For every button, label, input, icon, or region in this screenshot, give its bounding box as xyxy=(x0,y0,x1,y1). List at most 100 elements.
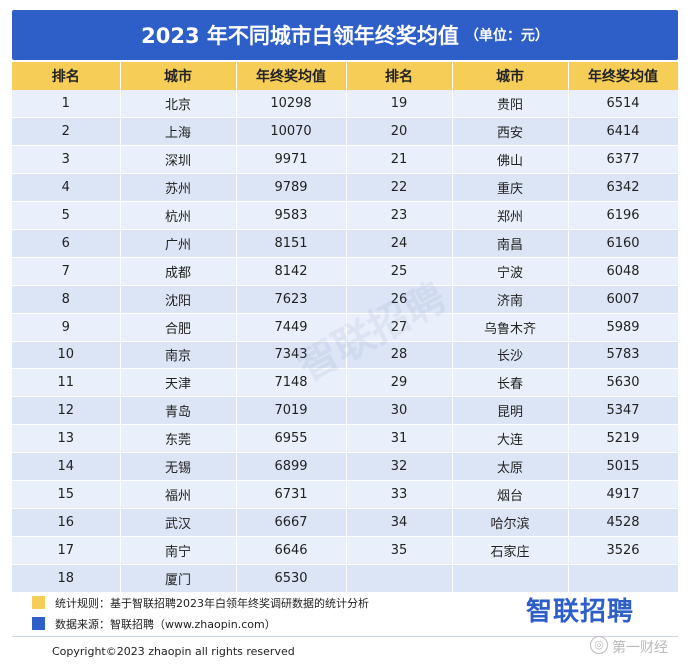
rank-cell: 6 xyxy=(12,229,121,258)
value-cell: 6899 xyxy=(236,452,347,481)
value-cell: 7623 xyxy=(236,285,347,314)
value-cell: 3526 xyxy=(568,536,679,565)
city-cell: 太原 xyxy=(452,452,569,481)
zhaopin-logo: 智联招聘 xyxy=(526,597,635,627)
header-rank: 排名 xyxy=(12,62,121,90)
value-cell: 4917 xyxy=(568,480,679,509)
rank-cell: 14 xyxy=(12,452,121,481)
rank-cell: 8 xyxy=(12,285,121,314)
value-cell: 5219 xyxy=(568,424,679,454)
city-cell: 杭州 xyxy=(120,201,237,230)
table-row: 15 福州 6731 33 烟台 4917 xyxy=(12,480,679,509)
rank-cell: 24 xyxy=(346,229,453,258)
note-source: 数据来源：智联招聘（www.zhaopin.com） xyxy=(32,613,369,634)
city-cell: 东莞 xyxy=(120,424,237,454)
value-cell: 6731 xyxy=(236,480,347,509)
title-bar: 2023 年不同城市白领年终奖均值 （单位：元） xyxy=(12,10,678,60)
value-cell: 6160 xyxy=(568,229,679,258)
rank-cell: 19 xyxy=(346,90,453,119)
value-cell: 9971 xyxy=(236,145,347,175)
city-cell: 宁波 xyxy=(452,257,569,286)
value-cell: 4528 xyxy=(568,508,679,537)
weibo-icon: ◎ xyxy=(590,636,608,654)
value-cell: 6530 xyxy=(236,564,347,593)
city-cell: 大连 xyxy=(452,424,569,454)
table-row: 7 成都 8142 25 宁波 6048 xyxy=(12,257,679,286)
city-cell: 石家庄 xyxy=(452,536,569,565)
rank-cell: 4 xyxy=(12,173,121,203)
rank-cell: 21 xyxy=(346,145,453,175)
rank-cell: 27 xyxy=(346,313,453,342)
bonus-table: 排名 城市 年终奖均值 排名 城市 年终奖均值 1 北京 10298 19 贵阳 6514… xyxy=(12,62,679,593)
rank-cell: 12 xyxy=(12,396,121,426)
value-cell: 8151 xyxy=(236,229,347,258)
rank-cell xyxy=(346,564,453,593)
header-value: 年终奖均值 xyxy=(236,62,347,90)
rank-cell: 9 xyxy=(12,313,121,342)
rank-cell: 26 xyxy=(346,285,453,314)
table-row: 10 南京 7343 28 长沙 5783 xyxy=(12,341,679,370)
yellow-square-icon xyxy=(32,596,45,609)
value-cell: 6955 xyxy=(236,424,347,454)
city-cell: 深圳 xyxy=(120,145,237,175)
city-cell: 长春 xyxy=(452,368,569,398)
table-row: 9 合肥 7449 27 乌鲁木齐 5989 xyxy=(12,313,679,342)
city-cell: 南京 xyxy=(120,341,237,370)
rank-cell: 28 xyxy=(346,341,453,370)
rank-cell: 11 xyxy=(12,368,121,398)
city-cell: 郑州 xyxy=(452,201,569,230)
rank-cell: 3 xyxy=(12,145,121,175)
value-cell: 6048 xyxy=(568,257,679,286)
city-cell: 烟台 xyxy=(452,480,569,509)
rank-cell: 30 xyxy=(346,396,453,426)
city-cell: 合肥 xyxy=(120,313,237,342)
value-cell: 7343 xyxy=(236,341,347,370)
rank-cell: 15 xyxy=(12,480,121,509)
table-row: 14 无锡 6899 32 太原 5015 xyxy=(12,452,679,481)
value-cell xyxy=(568,564,679,593)
rank-cell: 31 xyxy=(346,424,453,454)
city-cell: 无锡 xyxy=(120,452,237,481)
unit-label: （单位：元） xyxy=(464,28,549,44)
city-cell: 佛山 xyxy=(452,145,569,175)
table-row: 4 苏州 9789 22 重庆 6342 xyxy=(12,173,679,203)
value-cell: 6196 xyxy=(568,201,679,230)
rank-cell: 10 xyxy=(12,341,121,370)
city-cell: 广州 xyxy=(120,229,237,258)
header-city: 城市 xyxy=(120,62,237,90)
rank-cell: 29 xyxy=(346,368,453,398)
city-cell: 西安 xyxy=(452,117,569,147)
table-row: 16 武汉 6667 34 哈尔滨 4528 xyxy=(12,508,679,537)
value-cell: 6342 xyxy=(568,173,679,203)
city-cell: 武汉 xyxy=(120,508,237,537)
rank-cell: 25 xyxy=(346,257,453,286)
value-cell: 6007 xyxy=(568,285,679,314)
city-cell: 贵阳 xyxy=(452,90,569,119)
city-cell: 福州 xyxy=(120,480,237,509)
rank-cell: 23 xyxy=(346,201,453,230)
rank-cell: 22 xyxy=(346,173,453,203)
rank-cell: 18 xyxy=(12,564,121,593)
rank-cell: 16 xyxy=(12,508,121,537)
rank-cell: 33 xyxy=(346,480,453,509)
city-cell: 乌鲁木齐 xyxy=(452,313,569,342)
header-city: 城市 xyxy=(452,62,569,90)
table-row: 11 天津 7148 29 长春 5630 xyxy=(12,368,679,398)
value-cell: 10298 xyxy=(236,90,347,119)
value-cell: 7449 xyxy=(236,313,347,342)
source-text: 数据来源：智联招聘（www.zhaopin.com） xyxy=(55,617,276,631)
value-cell: 7019 xyxy=(236,396,347,426)
rank-cell: 2 xyxy=(12,117,121,147)
corner-watermark: 第一财经 xyxy=(612,640,668,656)
table-row: 12 青岛 7019 30 昆明 5347 xyxy=(12,396,679,426)
rank-cell: 17 xyxy=(12,536,121,565)
city-cell: 青岛 xyxy=(120,396,237,426)
city-cell: 厦门 xyxy=(120,564,237,593)
note-stat-rule: 统计规则：基于智联招聘2023年白领年终奖调研数据的统计分析 xyxy=(32,592,369,613)
rank-cell: 1 xyxy=(12,90,121,119)
city-cell: 北京 xyxy=(120,90,237,119)
header-rank: 排名 xyxy=(346,62,453,90)
city-cell: 上海 xyxy=(120,117,237,147)
city-cell: 南昌 xyxy=(452,229,569,258)
divider xyxy=(12,636,678,637)
